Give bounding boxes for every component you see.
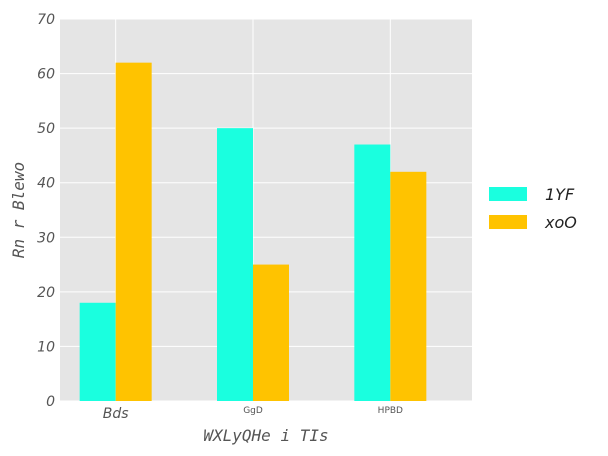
y-tick-label: 50 — [37, 121, 55, 137]
y-tick-label: 20 — [37, 285, 55, 301]
y-tick-label: 40 — [37, 176, 55, 192]
bars — [79, 62, 427, 402]
legend-swatch — [489, 187, 527, 201]
x-ticks: Bds GgD HPBD — [103, 406, 403, 422]
x-axis-label: WXLyQHe i TIs — [203, 426, 328, 445]
y-tick-label: 10 — [37, 339, 55, 355]
y-tick-label: 60 — [37, 67, 55, 83]
y-axis-label: Rn r Blewo — [9, 162, 28, 258]
bar-xoO-Bds — [115, 62, 152, 402]
bar-xoO-GgD — [253, 264, 289, 401]
bar-1YF-GgD — [217, 128, 253, 401]
y-ticks: 0 10 20 30 40 50 60 70 — [37, 12, 55, 410]
bar-1YF-Bds — [79, 302, 116, 401]
legend: 1YF xoO — [489, 185, 577, 232]
bar-xoO-HPBD — [390, 171, 427, 401]
x-tick-label: HPBD — [378, 406, 403, 416]
y-tick-label: 70 — [37, 12, 55, 28]
bar-1YF-HPBD — [354, 144, 391, 401]
legend-swatch — [489, 215, 527, 229]
x-tick-label: GgD — [243, 406, 263, 416]
legend-label: 1YF — [545, 185, 575, 204]
y-tick-label: 0 — [46, 394, 55, 410]
x-tick-label: Bds — [103, 406, 129, 422]
y-tick-label: 30 — [37, 230, 55, 246]
legend-label: xoO — [544, 213, 577, 232]
